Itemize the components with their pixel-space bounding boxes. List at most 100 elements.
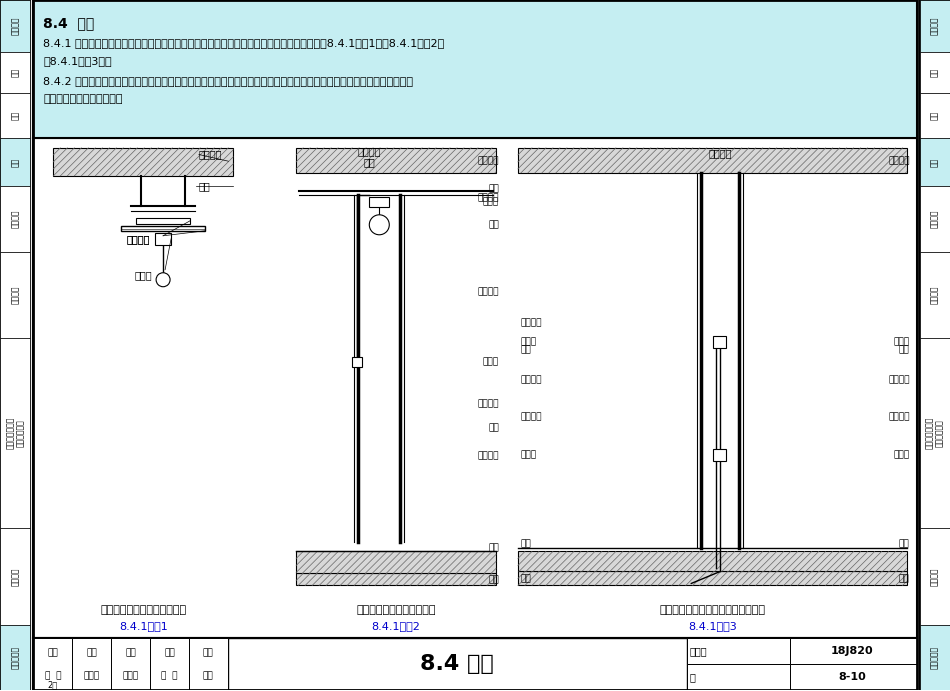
Text: 设计: 设计 <box>164 648 175 657</box>
Text: 吊顶面板: 吊顶面板 <box>478 193 499 202</box>
Text: 隔墙空腔: 隔墙空腔 <box>521 375 542 384</box>
Text: 赵  鑫: 赵 鑫 <box>162 671 178 681</box>
Text: 吊顶内灯具接线盒及管路做法: 吊顶内灯具接线盒及管路做法 <box>101 605 186 616</box>
Text: 垫层: 垫层 <box>521 574 532 583</box>
Text: 照明管路: 照明管路 <box>126 234 150 244</box>
Bar <box>189 638 228 690</box>
Bar <box>72 638 111 690</box>
Text: 审核: 审核 <box>48 648 58 657</box>
Bar <box>0 339 30 528</box>
Text: 校对: 校对 <box>86 648 97 657</box>
Text: 面板内不应采用直敷布线。: 面板内不应采用直敷布线。 <box>44 94 123 104</box>
Text: 连接管路: 连接管路 <box>888 413 909 422</box>
Bar <box>33 138 917 638</box>
Bar <box>296 551 496 574</box>
Bar <box>53 148 234 176</box>
Text: 设备及管线: 设备及管线 <box>930 646 939 669</box>
Text: 绘制: 绘制 <box>125 648 136 657</box>
Text: 图集号: 图集号 <box>690 646 708 656</box>
Circle shape <box>370 215 390 235</box>
Bar <box>0 187 30 252</box>
Bar <box>155 233 171 245</box>
Bar <box>33 638 72 690</box>
Text: 与主体结构部件
建筑内装部品: 与主体结构部件 建筑内装部品 <box>6 417 25 449</box>
Text: 》8.4.1图示3「。: 》8.4.1图示3「。 <box>44 56 112 66</box>
Text: 叠合楼板: 叠合楼板 <box>888 156 909 165</box>
Text: 隔墙插座接线盒与垫层管线连接做法: 隔墙插座接线盒与垫层管线连接做法 <box>659 605 766 616</box>
Bar <box>33 638 917 690</box>
Bar <box>352 357 362 367</box>
Bar <box>920 0 950 690</box>
Text: 接线盒: 接线盒 <box>521 450 537 459</box>
Text: 2十: 2十 <box>48 681 58 690</box>
Bar <box>0 138 30 187</box>
Text: 灯具与开关接线盒连接做法: 灯具与开关接线盒连接做法 <box>356 605 436 616</box>
Text: 汤占刚: 汤占刚 <box>123 671 139 681</box>
Bar <box>33 0 917 138</box>
Text: 基本规定: 基本规定 <box>11 210 20 229</box>
Text: 灯具: 灯具 <box>488 220 499 229</box>
Bar <box>518 571 906 585</box>
Bar <box>713 336 726 348</box>
Text: 基本规定: 基本规定 <box>930 210 939 229</box>
Text: 18J820: 18J820 <box>831 646 874 656</box>
Text: 隔墙空腔: 隔墙空腔 <box>888 375 909 384</box>
Bar <box>920 252 950 339</box>
Text: 隔墙面板: 隔墙面板 <box>478 399 499 408</box>
Bar <box>790 638 917 664</box>
Text: 术语: 术语 <box>11 158 20 167</box>
Text: 8.4.1图示1: 8.4.1图示1 <box>119 621 168 632</box>
Text: 8.4.1 装配式住宅套内电气管线宜敷设在楼板架空层或垫层内、吊顶内和隔墙空腔内等部位》8.4.1图示1「》8.4.1图示2「: 8.4.1 装配式住宅套内电气管线宜敷设在楼板架空层或垫层内、吊顶内和隔墙空腔内… <box>44 38 445 48</box>
Bar <box>296 574 496 585</box>
Bar <box>518 148 906 173</box>
Text: 设备及管线: 设备及管线 <box>11 646 20 669</box>
Bar <box>370 197 390 207</box>
Text: 吊顶: 吊顶 <box>364 157 375 167</box>
Text: 连接管路: 连接管路 <box>521 413 542 422</box>
Text: 连接管路: 连接管路 <box>478 287 499 296</box>
Text: 术语: 术语 <box>930 158 939 167</box>
Bar <box>0 93 30 138</box>
Text: 顾志刚: 顾志刚 <box>84 671 100 681</box>
Bar <box>920 138 950 187</box>
Text: 灯头盒: 灯头盒 <box>483 198 499 207</box>
Text: 页: 页 <box>690 672 695 682</box>
Bar <box>687 664 790 690</box>
Bar <box>920 187 950 252</box>
Text: 垫层: 垫层 <box>899 574 909 583</box>
Bar <box>713 448 726 461</box>
Text: 8.4.1图示3: 8.4.1图示3 <box>688 621 736 632</box>
Text: 隔墙空腔: 隔墙空腔 <box>478 451 499 460</box>
Bar <box>0 528 30 625</box>
Text: 龙骨: 龙骨 <box>488 424 499 433</box>
Bar <box>296 148 496 173</box>
Text: 建筑设计: 建筑设计 <box>11 286 20 304</box>
Text: 目录: 目录 <box>11 68 20 77</box>
Bar <box>920 93 950 138</box>
Text: 建筑设计: 建筑设计 <box>930 286 939 304</box>
Text: 接线盒: 接线盒 <box>483 357 499 366</box>
Text: 叠合楼板: 叠合楼板 <box>357 146 381 156</box>
Text: 8.4 电气: 8.4 电气 <box>421 654 494 674</box>
Bar <box>150 638 189 690</box>
Bar <box>0 252 30 339</box>
Text: 名章: 名章 <box>203 671 214 681</box>
Text: 图护结构: 图护结构 <box>930 567 939 586</box>
Text: 目录: 目录 <box>930 68 939 77</box>
Bar <box>920 0 950 52</box>
Text: 吊顶: 吊顶 <box>488 184 499 193</box>
Bar <box>136 218 190 224</box>
Text: 地板: 地板 <box>899 539 909 548</box>
Text: 总则: 总则 <box>11 111 20 120</box>
Bar <box>122 226 205 231</box>
Bar <box>920 625 950 690</box>
Text: 8-10: 8-10 <box>839 672 866 682</box>
Bar <box>920 52 950 93</box>
Text: 8.4  电气: 8.4 电气 <box>44 16 95 30</box>
Text: 地板: 地板 <box>521 539 532 548</box>
Text: 叠合楼板: 叠合楼板 <box>198 149 221 159</box>
Bar <box>790 664 917 690</box>
Text: 灯头盒: 灯头盒 <box>134 269 152 280</box>
Text: 接线盒: 接线盒 <box>893 450 909 459</box>
Text: 与主体结构部件
建筑内装部品: 与主体结构部件 建筑内装部品 <box>925 417 944 449</box>
